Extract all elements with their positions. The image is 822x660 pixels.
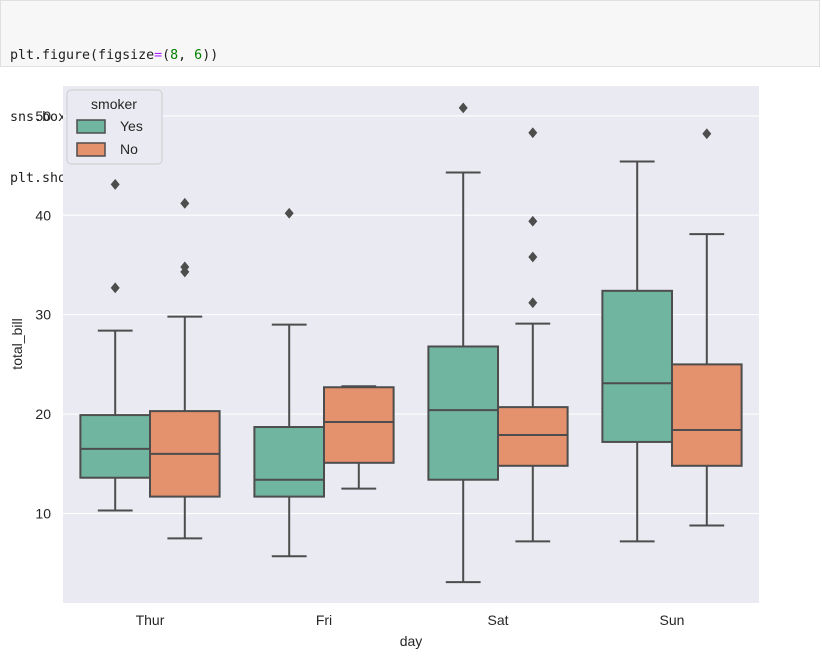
box-no-fri — [323, 385, 395, 490]
legend-swatch — [76, 142, 106, 157]
y-tick-labels: 10 20 30 40 50 — [35, 108, 51, 522]
box-yes-fri — [253, 207, 325, 558]
box-body — [497, 406, 569, 467]
code-token: 8 — [170, 48, 179, 63]
legend: smoker Yes No — [66, 89, 163, 165]
box-no-sat — [497, 127, 569, 543]
outlier-marker — [528, 251, 538, 263]
outlier-marker — [110, 282, 120, 294]
outlier-marker — [528, 215, 538, 227]
y-tick-label: 40 — [35, 207, 51, 223]
code-token: plt.figure(figsize — [10, 48, 155, 63]
code-token: 6 — [194, 48, 203, 63]
box-body — [79, 414, 151, 479]
code-token: , — [178, 48, 195, 63]
x-tick-label: Fri — [316, 612, 332, 628]
outlier-marker — [284, 207, 294, 219]
y-tick-label: 20 — [35, 406, 51, 422]
code-line: plt.figure(figsize=(8, 6)) — [10, 46, 819, 67]
code-token: = — [154, 48, 163, 63]
outlier-marker — [180, 197, 190, 209]
box-body — [671, 363, 743, 467]
x-tick-label: Sat — [487, 612, 508, 628]
box-body — [427, 345, 499, 481]
outlier-marker — [528, 297, 538, 309]
y-tick-label: 10 — [35, 506, 51, 522]
x-tick-label: Thur — [136, 612, 165, 628]
outlier-marker — [110, 179, 120, 190]
outlier-marker — [528, 127, 538, 139]
box-no-thur — [149, 197, 221, 540]
x-axis-label: day — [400, 633, 423, 649]
outlier-marker — [180, 261, 190, 273]
legend-label: No — [120, 141, 138, 157]
x-tick-label: Sun — [660, 612, 685, 628]
box-yes-thur — [79, 179, 151, 512]
outlier-marker — [702, 128, 712, 140]
box-body — [601, 289, 674, 443]
y-axis-label: total_bill — [9, 318, 25, 369]
legend-label: Yes — [120, 118, 143, 134]
box-body — [323, 386, 395, 464]
code-cell[interactable]: plt.figure(figsize=(8, 6)) sns.boxplot(x… — [0, 0, 820, 186]
legend-title: smoker — [91, 96, 137, 112]
box-body — [253, 426, 325, 498]
outlier-marker — [458, 102, 468, 114]
y-tick-label: 50 — [35, 108, 51, 124]
legend-swatch — [76, 119, 106, 134]
code-token: ( — [162, 48, 171, 63]
box-yes-sat — [427, 102, 499, 584]
box-no-sun — [671, 128, 743, 527]
y-tick-label: 30 — [35, 307, 51, 323]
code-token: )) — [202, 48, 219, 63]
x-tick-labels: Thur Fri Sat Sun — [136, 612, 685, 628]
boxes — [79, 102, 743, 584]
